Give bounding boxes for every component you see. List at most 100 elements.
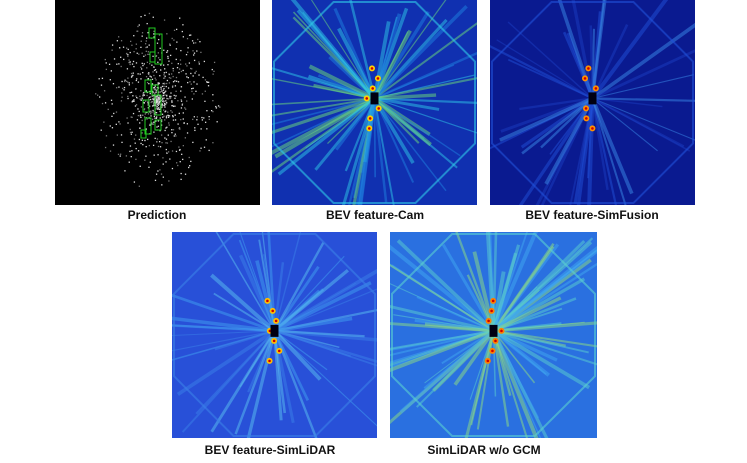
point (172, 70, 174, 72)
point (163, 77, 165, 79)
point (174, 114, 176, 116)
point (213, 61, 216, 64)
point (149, 161, 151, 163)
point (146, 94, 148, 97)
point (145, 40, 147, 42)
point (171, 111, 173, 113)
point (131, 44, 133, 46)
point (173, 39, 175, 41)
point (132, 100, 134, 102)
point (160, 124, 163, 126)
point (144, 113, 146, 115)
caption: BEV feature-SimFusion (525, 208, 659, 222)
point (192, 75, 194, 77)
point (140, 68, 143, 70)
point (105, 135, 108, 137)
point (150, 115, 152, 117)
ray (490, 44, 594, 100)
point (170, 110, 172, 112)
point (130, 72, 133, 75)
point (192, 50, 194, 52)
point (171, 86, 174, 88)
point (162, 157, 164, 159)
point (163, 92, 165, 95)
ray (492, 329, 591, 390)
point (163, 49, 165, 51)
point (164, 94, 166, 96)
point (155, 90, 157, 92)
point (128, 161, 130, 163)
point (166, 51, 168, 53)
point (155, 96, 157, 98)
point (154, 77, 156, 79)
point (166, 97, 168, 100)
point (144, 43, 147, 45)
point (115, 87, 118, 89)
ray (210, 330, 276, 433)
hotspot-core (587, 67, 590, 70)
ray (569, 98, 594, 205)
point (185, 63, 187, 65)
point (152, 102, 155, 105)
point (163, 115, 165, 117)
hotspot-core (500, 329, 503, 333)
point (153, 96, 156, 98)
hotspot-core (271, 309, 275, 313)
point (188, 62, 191, 64)
ego-vehicle (270, 324, 279, 337)
point (168, 73, 170, 75)
point (158, 38, 160, 41)
point (154, 93, 156, 95)
ray (349, 0, 376, 99)
point (145, 50, 147, 52)
point (192, 118, 194, 121)
ray (172, 330, 275, 352)
point (197, 123, 199, 125)
point (129, 51, 131, 54)
ray (591, 49, 695, 100)
point (172, 129, 175, 131)
point (139, 115, 141, 117)
point (155, 54, 158, 57)
point (155, 79, 157, 81)
point (109, 150, 112, 152)
point (157, 61, 159, 63)
point (178, 68, 181, 70)
point (151, 118, 154, 120)
ray (272, 97, 375, 117)
point (201, 116, 203, 119)
point (130, 133, 132, 135)
point (190, 83, 192, 85)
ray (214, 329, 275, 351)
point (159, 108, 161, 111)
point (147, 53, 149, 56)
point (175, 76, 178, 79)
point (149, 92, 151, 95)
point (203, 146, 206, 148)
point (155, 103, 157, 106)
point (215, 107, 218, 109)
point (139, 122, 141, 124)
point (175, 95, 177, 97)
ray (399, 329, 495, 414)
point (161, 85, 164, 88)
ray (273, 281, 372, 333)
ray (373, 97, 447, 192)
point (149, 96, 152, 98)
ray (472, 251, 496, 332)
point (157, 57, 160, 59)
ray (172, 330, 275, 337)
point (159, 98, 162, 100)
point (125, 155, 128, 157)
point (190, 72, 192, 75)
point (158, 140, 161, 143)
point (171, 129, 173, 131)
point (137, 150, 140, 152)
point (184, 96, 186, 98)
point (132, 112, 135, 115)
point (161, 113, 164, 115)
point (198, 63, 201, 65)
point (120, 65, 122, 68)
point (162, 92, 164, 94)
point (120, 56, 122, 58)
